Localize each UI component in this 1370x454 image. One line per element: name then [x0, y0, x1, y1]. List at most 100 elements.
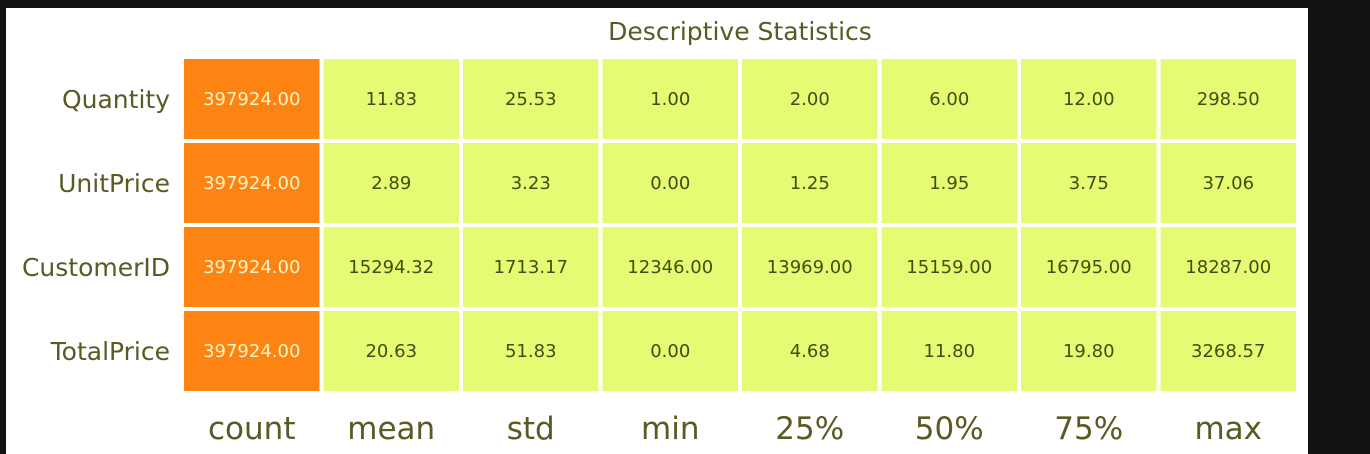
- heatmap-cell: 13969.00: [742, 227, 878, 307]
- cell-value-label: 1.95: [929, 173, 969, 194]
- column-label: max: [1194, 411, 1262, 447]
- heatmap-cell-rect: [1021, 59, 1157, 139]
- chart-panel: Descriptive Statistics 397924.00 11.83 25.…: [6, 8, 1308, 454]
- heatmap-cell-rect: [1160, 227, 1296, 307]
- heatmap-cell: 397924.00: [184, 227, 320, 307]
- cell-value-label: 298.50: [1197, 89, 1260, 110]
- heatmap-cell-rect: [463, 227, 599, 307]
- column-label: 75%: [1054, 411, 1123, 447]
- heatmap-cell: 298.50: [1160, 59, 1296, 139]
- heatmap-cell-rect: [742, 143, 878, 223]
- column-label: mean: [347, 411, 435, 447]
- heatmap-cell-rect: [463, 311, 599, 391]
- heatmap-cell: 12346.00: [602, 227, 738, 307]
- heatmap-cell: 12.00: [1021, 59, 1157, 139]
- cells-layer: 397924.00 11.83 25.53 1.00 2.00 6.00 12.00 298.…: [184, 59, 1296, 391]
- cell-value-label: 37.06: [1202, 173, 1254, 194]
- cell-value-label: 3.75: [1069, 173, 1109, 194]
- heatmap-cell: 2.00: [742, 59, 878, 139]
- heatmap-cell-rect: [1160, 143, 1296, 223]
- row-label: TotalPrice: [50, 337, 170, 366]
- heatmap-cell-rect: [323, 311, 459, 391]
- cell-value-label: 25.53: [505, 89, 557, 110]
- heatmap-cell-rect: [602, 59, 738, 139]
- heatmap-cell-rect: [323, 59, 459, 139]
- row-labels: Quantity UnitPrice CustomerID TotalPrice: [22, 85, 170, 366]
- cell-value-label: 13969.00: [767, 257, 853, 278]
- column-label: min: [641, 411, 699, 447]
- column-label: std: [507, 411, 555, 447]
- heatmap-cell: 15159.00: [881, 227, 1017, 307]
- heatmap-cell-rect: [1021, 227, 1157, 307]
- heatmap-cell: 1713.17: [463, 227, 599, 307]
- cell-value-label: 397924.00: [203, 257, 300, 278]
- heatmap-cell: 25.53: [463, 59, 599, 139]
- heatmap-cell: 19.80: [1021, 311, 1157, 391]
- heatmap-cell-rect: [602, 311, 738, 391]
- cell-value-label: 397924.00: [203, 341, 300, 362]
- heatmap-cell: 3.75: [1021, 143, 1157, 223]
- heatmap-cell: 397924.00: [184, 311, 320, 391]
- cell-value-label: 11.80: [923, 341, 975, 362]
- row-label: UnitPrice: [58, 169, 170, 198]
- cell-value-label: 16795.00: [1046, 257, 1132, 278]
- heatmap-cell: 397924.00: [184, 59, 320, 139]
- cell-value-label: 2.89: [371, 173, 411, 194]
- heatmap-cell: 3.23: [463, 143, 599, 223]
- cell-value-label: 20.63: [365, 341, 417, 362]
- cell-value-label: 0.00: [650, 341, 690, 362]
- heatmap-cell: 16795.00: [1021, 227, 1157, 307]
- heatmap-cell-rect: [1160, 311, 1296, 391]
- heatmap-cell-rect: [184, 143, 320, 223]
- heatmap-cell: 1.00: [602, 59, 738, 139]
- cell-value-label: 397924.00: [203, 89, 300, 110]
- column-label: count: [208, 411, 295, 447]
- heatmap-cell: 397924.00: [184, 143, 320, 223]
- heatmap-cell-rect: [1021, 311, 1157, 391]
- heatmap-cell-rect: [184, 311, 320, 391]
- heatmap-cell-rect: [742, 227, 878, 307]
- cell-value-label: 1.25: [790, 173, 830, 194]
- heatmap-cell-rect: [323, 227, 459, 307]
- heatmap-cell-rect: [881, 227, 1017, 307]
- chart-title: Descriptive Statistics: [608, 17, 872, 46]
- heatmap-cell: 20.63: [323, 311, 459, 391]
- cell-value-label: 11.83: [365, 89, 417, 110]
- heatmap-cell: 0.00: [602, 143, 738, 223]
- heatmap-cell: 11.80: [881, 311, 1017, 391]
- cell-value-label: 3.23: [511, 173, 551, 194]
- heatmap-cell-rect: [463, 143, 599, 223]
- heatmap-cell: 51.83: [463, 311, 599, 391]
- heatmap-cell-rect: [881, 59, 1017, 139]
- cell-value-label: 3268.57: [1191, 341, 1265, 362]
- heatmap-cell: 2.89: [323, 143, 459, 223]
- column-labels: count mean std min 25% 50% 75% max: [208, 411, 1262, 447]
- heatmap-cell-rect: [1021, 143, 1157, 223]
- cell-value-label: 18287.00: [1185, 257, 1271, 278]
- heatmap-chart: Descriptive Statistics 397924.00 11.83 25.…: [22, 17, 1296, 447]
- cell-value-label: 51.83: [505, 341, 557, 362]
- heatmap-cell-rect: [742, 59, 878, 139]
- heatmap-cell-rect: [184, 227, 320, 307]
- cell-value-label: 1.00: [650, 89, 690, 110]
- row-label: CustomerID: [22, 253, 170, 282]
- heatmap-cell-rect: [463, 59, 599, 139]
- cell-value-label: 12346.00: [627, 257, 713, 278]
- heatmap-cell: 3268.57: [1160, 311, 1296, 391]
- column-label: 25%: [775, 411, 844, 447]
- cell-value-label: 19.80: [1063, 341, 1115, 362]
- heatmap-cell-rect: [1160, 59, 1296, 139]
- heatmap-cell-rect: [184, 59, 320, 139]
- heatmap-cell: 4.68: [742, 311, 878, 391]
- row-label: Quantity: [62, 85, 170, 114]
- cell-value-label: 2.00: [790, 89, 830, 110]
- heatmap-cell: 1.95: [881, 143, 1017, 223]
- cell-value-label: 397924.00: [203, 173, 300, 194]
- heatmap-cell-rect: [881, 311, 1017, 391]
- heatmap-cell: 0.00: [602, 311, 738, 391]
- heatmap-cell: 15294.32: [323, 227, 459, 307]
- heatmap-cell-rect: [323, 143, 459, 223]
- cell-value-label: 15294.32: [348, 257, 434, 278]
- cell-value-label: 1713.17: [494, 257, 568, 278]
